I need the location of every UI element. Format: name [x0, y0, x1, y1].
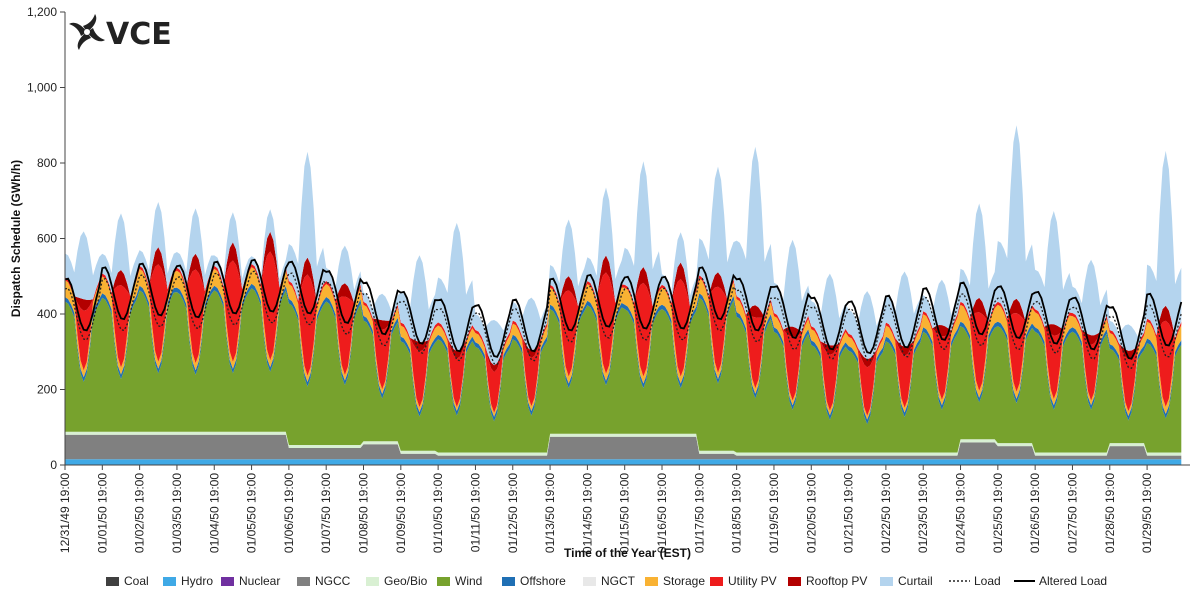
- x-tick-label: 01/14/50 19:00: [580, 473, 594, 553]
- legend-label: Hydro: [181, 574, 213, 588]
- x-tick-label: 01/15/50 19:00: [618, 473, 632, 553]
- x-tick-label: 01/12/50 19:00: [506, 473, 520, 553]
- x-tick-label: 01/24/50 19:00: [954, 473, 968, 553]
- x-tick-label: 01/20/50 19:00: [804, 473, 818, 553]
- x-tick-label: 01/27/50 19:00: [1066, 473, 1080, 553]
- legend-swatch: [366, 577, 379, 586]
- legend-label: Offshore: [520, 574, 566, 588]
- legend-item-nuclear: Nuclear: [221, 574, 280, 588]
- legend-swatch: [297, 577, 310, 586]
- x-tick-label: 01/17/50 19:00: [692, 473, 706, 553]
- legend-label: Load: [974, 574, 1001, 588]
- legend-label: Nuclear: [239, 574, 280, 588]
- x-tick-label: 01/23/50 19:00: [916, 473, 930, 553]
- x-tick-label: 01/18/50 19:00: [730, 473, 744, 553]
- legend-item-geo-bio: Geo/Bio: [366, 574, 428, 588]
- legend-swatch: [880, 577, 893, 586]
- axes: 0 200 400 600 800 1,000 1,200 12/31/49 19:00 01/…: [9, 5, 1190, 560]
- legend-swatch: [710, 577, 723, 586]
- x-tick-label: 01/05/50 19:00: [245, 473, 259, 553]
- legend-item-offshore: Offshore: [502, 574, 566, 588]
- legend-swatch: [788, 577, 801, 586]
- x-tick-label: 01/11/50 19:00: [468, 473, 482, 553]
- legend-label: Rooftop PV: [806, 574, 867, 588]
- legend-item-curtail: Curtail: [880, 574, 933, 588]
- x-tick-label: 12/31/49 19:00: [58, 473, 72, 553]
- legend-item-utility-pv: Utility PV: [710, 574, 777, 588]
- x-tick-label: 01/29/50 19:00: [1140, 473, 1154, 553]
- legend-label: Utility PV: [728, 574, 777, 588]
- x-tick-label: 01/08/50 19:00: [357, 473, 371, 553]
- line-load: [64, 270, 1182, 369]
- legend-swatch: [645, 577, 658, 586]
- x-tick-label: 01/07/50 19:00: [319, 473, 333, 553]
- x-tick-label: 01/19/50 19:00: [767, 473, 781, 553]
- legend-swatch: [163, 577, 176, 586]
- legend-label: Wind: [455, 574, 482, 588]
- x-tick-label: 01/09/50 19:00: [394, 473, 408, 553]
- swirl-icon: [69, 14, 105, 50]
- y-tick-label: 200: [37, 383, 57, 397]
- load-lines: [64, 258, 1183, 369]
- x-tick-label: 01/28/50 19:00: [1103, 473, 1117, 553]
- area-storage: [65, 267, 1182, 420]
- area-hydro: [65, 459, 1182, 465]
- legend-item-load: Load: [949, 574, 1001, 588]
- vce-logo: VCE: [69, 14, 172, 52]
- y-tick-label: 600: [37, 232, 57, 246]
- legend-label: Geo/Bio: [384, 574, 428, 588]
- area-utility-pv: [65, 251, 1182, 416]
- legend-swatch: [221, 577, 234, 586]
- x-tick-label: 01/16/50 19:00: [655, 473, 669, 553]
- legend-item-hydro: Hydro: [163, 574, 213, 588]
- legend-label: NGCT: [601, 574, 636, 588]
- area-wind: [65, 288, 1182, 453]
- legend-item-ngct: NGCT: [583, 574, 636, 588]
- x-axis-title: Time of the Year (EST): [564, 546, 691, 560]
- legend-item-wind: Wind: [437, 574, 482, 588]
- legend-label: Storage: [663, 574, 705, 588]
- area-geo-bio: [65, 431, 1182, 456]
- area-curtail: [65, 125, 1182, 366]
- legend-swatch: [437, 577, 450, 586]
- y-axis-title: Dispatch Schedule (GWh/h): [9, 160, 23, 317]
- y-tick-label: 0: [50, 458, 57, 472]
- x-tick-label: 01/26/50 19:00: [1028, 473, 1042, 553]
- legend-item-rooftop-pv: Rooftop PV: [788, 574, 867, 588]
- legend-label: Coal: [124, 574, 149, 588]
- x-tick-label: 01/25/50 19:00: [991, 473, 1005, 553]
- legend-item-storage: Storage: [645, 574, 705, 588]
- x-tick-label: 01/10/50 19:00: [431, 473, 445, 553]
- x-tick-label: 01/04/50 19:00: [207, 473, 221, 553]
- legend-item-altered-load: Altered Load: [1014, 574, 1107, 588]
- x-tick-label: 01/13/50 19:00: [543, 473, 557, 553]
- x-tick-label: 01/06/50 19:00: [282, 473, 296, 553]
- logo-text: VCE: [106, 17, 172, 52]
- x-tick-label: 01/22/50 19:00: [879, 473, 893, 553]
- y-tick-label: 400: [37, 307, 57, 321]
- x-tick-label: 01/21/50 19:00: [842, 473, 856, 553]
- legend-item-coal: Coal: [106, 574, 149, 588]
- legend-swatch: [106, 577, 119, 586]
- x-tick-label: 01/02/50 19:00: [133, 473, 147, 553]
- legend-label: Curtail: [898, 574, 933, 588]
- legend-swatch: [502, 577, 515, 586]
- y-tick-label: 800: [37, 156, 57, 170]
- area-ngcc: [65, 434, 1182, 460]
- legend-label: Altered Load: [1039, 574, 1107, 588]
- line-altered-load: [64, 258, 1183, 360]
- legend: Coal Hydro Nuclear NGCC Geo/Bio Wind Offshore N…: [106, 574, 1107, 588]
- y-tick-label: 1,200: [27, 5, 57, 19]
- stacked-areas: [65, 125, 1182, 465]
- legend-item-ngcc: NGCC: [297, 574, 351, 588]
- x-tick-label: 01/03/50 19:00: [170, 473, 184, 553]
- legend-label: NGCC: [315, 574, 351, 588]
- y-tick-label: 1,000: [27, 81, 57, 95]
- legend-swatch: [583, 577, 596, 586]
- x-tick-label: 01/01/50 19:00: [95, 473, 109, 553]
